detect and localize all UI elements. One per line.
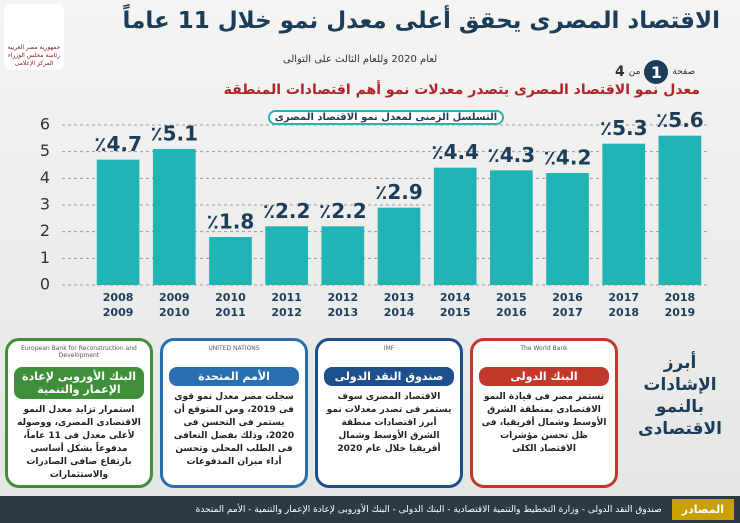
y-tick-label: 4 [40,168,50,187]
x-tick-label: 2015 [440,306,471,319]
y-tick-label: 6 [40,115,50,134]
y-tick-label: 3 [40,195,50,214]
footer-label: المصادر [671,499,734,520]
bar [546,173,589,285]
x-tick-label: 2019 [665,306,696,319]
value-label: ٪2.2 [263,199,311,223]
headline: معدل نمو الاقتصاد المصرى يتصدر معدلات نم… [223,82,700,98]
bar [490,170,533,285]
panel-logo: IMF [383,345,395,352]
x-tick-label: 2015 [496,291,527,304]
page-total: 4 [615,64,625,80]
value-label: ٪2.9 [375,180,423,204]
panel-title: البنك الأوروبى لإعادة الإعمار والتنمية [14,367,144,399]
value-label: ٪4.2 [544,146,592,170]
bar [152,149,196,285]
panel: European Bank for Reconstruction and Dev… [5,338,153,488]
panel-text: سجلت مصر معدل نمو قوى فى 2019، ومن المتو… [173,392,295,467]
x-tick-label: 2018 [665,291,696,304]
x-tick-label: 2013 [384,291,415,304]
panel-title: البنك الدولى [479,367,609,386]
x-tick-label: 2010 [159,306,190,319]
x-tick-label: 2016 [496,306,527,319]
title: الاقتصاد المصرى يحقق أعلى معدل نمو خلال … [122,8,720,34]
value-label: ٪5.6 [656,108,704,132]
value-label: ٪4.7 [94,132,142,156]
x-tick-label: 2014 [384,306,415,319]
panel-logo: UNITED NATIONS [208,345,260,352]
value-label: ٪4.4 [431,140,479,164]
subtitle: لعام 2020 وللعام الثالث على التوالى [282,54,438,65]
x-tick-label: 2018 [608,306,639,319]
x-tick-label: 2008 [103,291,134,304]
chart: 0 1 2 3 4 5 6 2008 2009 ٪4.7 2009 2010 ٪5.1 2010 2011 ٪… [40,108,708,319]
x-tick-label: 2009 [103,306,134,319]
footer: المصادر صندوق النقد الدولى - وزارة التخط… [0,496,740,523]
page-indicator: صفحة 1 من 4 [615,60,695,84]
value-label: ٪5.3 [600,116,648,140]
x-tick-label: 2017 [608,291,639,304]
value-label: ٪1.8 [207,210,255,234]
x-tick-label: 2009 [159,291,190,304]
bar [209,237,252,285]
x-tick-label: 2011 [215,306,246,319]
bar [433,167,477,285]
panel-logo: The World Bank [520,345,568,352]
logo-text: جمهورية مصر العربية [7,44,61,51]
panel-title: صندوق النقد الدولى [324,367,454,386]
value-label: ٪2.2 [319,199,367,223]
panel-text: الاقتصاد المصرى سوف يستمر فى تصدر معدلات… [326,392,452,454]
value-label: ٪4.3 [488,143,536,167]
panel: IMF صندوق النقد الدولى الاقتصاد المصرى سوف… [315,338,463,488]
of-word: من [628,67,641,77]
x-tick-label: 2014 [440,291,471,304]
page-word: صفحة [672,67,696,77]
chart-title: التسلسل الزمنى لمعدل نمو الاقتصاد المصرى [268,110,504,125]
logo-text: المركز الإعلامى [14,60,54,67]
y-tick-label: 2 [40,221,50,240]
logo: جمهورية مصر العربية رئاسة مجلس الوزراء ا… [4,4,64,70]
bar [265,226,308,285]
x-tick-label: 2016 [552,291,583,304]
panel-title: الأمم المتحدة [169,367,299,386]
bar [321,226,365,285]
panel-text: تستمر مصر فى قيادة النمو الاقتصادى بمنطق… [481,392,607,454]
x-tick-label: 2010 [215,291,246,304]
x-tick-label: 2012 [271,306,302,319]
bar [96,159,140,285]
panel-text: استمرار تزايد معدل النمو الاقتصادى المصر… [17,405,141,480]
logo-text: رئاسة مجلس الوزراء [7,52,61,59]
panel-logo: European Bank for Reconstruction and Dev… [21,345,137,359]
x-tick-label: 2011 [271,291,302,304]
y-tick-label: 0 [40,275,50,294]
x-tick-label: 2013 [328,306,359,319]
side-title: أبرز الإشادات بالنمو الاقتصادى [638,353,722,439]
y-tick-label: 5 [40,141,50,160]
bar [377,207,421,285]
value-label: ٪5.1 [150,122,198,146]
bar [658,135,702,285]
panel: The World Bank البنك الدولى تستمر مصر فى ق… [470,338,618,488]
y-tick-label: 1 [40,248,50,267]
page-number: 1 [644,60,669,84]
x-tick-label: 2012 [328,291,359,304]
x-tick-label: 2017 [552,306,583,319]
footer-text: صندوق النقد الدولى - وزارة التخطيط والتن… [195,504,662,515]
panel: UNITED NATIONS الأمم المتحدة سجلت مصر معدل… [160,338,308,488]
bar [602,143,646,285]
